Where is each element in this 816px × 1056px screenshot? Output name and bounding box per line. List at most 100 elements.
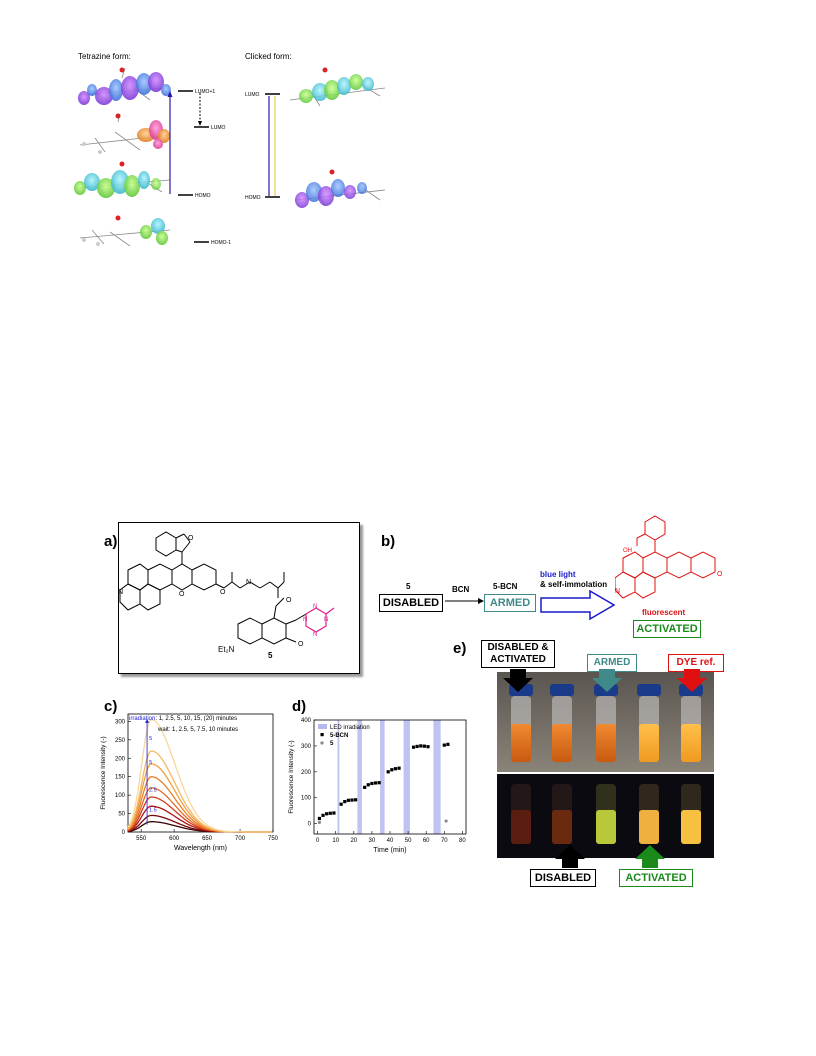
light-activation-arrow [540,590,616,620]
x-tick-label: 40 [387,838,394,844]
panel-b-letter: b) [381,533,396,550]
y-tick-label: 50 [118,812,125,818]
x-axis-label: Wavelength (nm) [174,845,227,852]
x-tick-label: 50 [405,838,412,844]
atom-o: O [220,589,226,596]
data-point-5-bcn [419,744,423,748]
fluorescent-label: fluorescent [642,608,686,617]
data-point-5-bcn [325,812,329,816]
y-tick-label: 300 [301,744,312,750]
data-point-5-bcn [321,813,325,817]
vial [637,684,661,762]
clicked-homo-orbital [294,169,386,208]
irradiation-legend: irradiation: 1, 2.5, 5, 10, 15, (20) min… [129,716,237,722]
label-disabled-photo: DISABLED [530,869,596,887]
arrow-step-label: 2.5 [149,787,157,793]
label-line-1: DISABLED & [487,642,549,653]
data-point-5-bcn [343,800,347,804]
tetrazine-n: N [313,604,317,610]
lumo-orbital [79,113,171,154]
emission-spectra-chart: 550 600 650 700 750 0 50 100 150 200 250 300 5 5 2.5 1.… [100,713,279,852]
data-point-5-bcn [332,811,336,815]
panel-a-structure-box [118,522,360,674]
x-tick-label: 60 [423,838,430,844]
atom-o: O [188,535,194,542]
plot-frame [127,713,274,833]
y-tick-label: 0 [308,822,312,828]
arrow-head [167,91,173,97]
data-point-5-bcn [393,767,398,771]
legend-label-5-bcn: 5-BCN [330,733,348,739]
disabled-badge: DISABLED [379,594,443,612]
vials-photo-uv [497,774,714,858]
data-point-5-bcn [370,781,374,786]
label-homo: HOMO [195,193,211,199]
blue-light-label: blue light [540,570,576,579]
y-tick-label: 250 [115,738,126,744]
x-tick-label: 600 [169,836,180,842]
atom-n: N [118,589,123,596]
data-point-5-bcn [373,781,378,785]
arrow-step-label: 1.5 [149,808,157,814]
label-lumo: LUMO [211,125,226,131]
legend-swatch-5-bcn [320,733,324,737]
data-point-5-bcn [411,745,416,749]
arrow-disabled [555,845,585,868]
label-homo-minus-1: HOMO-1 [211,240,231,246]
x-tick-label: 80 [459,838,466,844]
data-point-5-bcn [363,785,367,789]
data-point-5-bcn [346,798,350,802]
data-point-5-bcn [386,770,390,774]
y-axis-label: Fluorescence Intensity (-) [100,736,107,809]
activated-badge: ACTIVATED [633,620,701,638]
clicked-label-homo: HOMO [245,195,261,201]
clicked-lumo-orbital [289,67,386,107]
data-point-5-bcn [354,798,358,802]
tetrazine-n: N [303,617,307,623]
panel-c-letter: c) [104,698,118,715]
tetrazine-n: N [313,632,317,638]
x-tick-label: 650 [202,836,213,842]
x-tick-label: 0 [316,838,320,844]
vial-glow [639,784,659,844]
x-tick-label: 30 [369,838,376,844]
panel-d-letter: d) [292,698,307,715]
clicked-form-title: Clicked form: [245,52,292,61]
data-point-5-bcn [377,781,381,785]
dye-n: N [615,588,620,595]
label-lumo-plus-1: LUMO+1 [195,89,215,95]
data-point-5-bcn [339,802,343,806]
panel-e-letter: e) [453,640,467,657]
arrow-activated [635,845,665,868]
data-point-5-bcn [442,743,446,747]
data-point-5 [317,820,322,824]
x-tick-label: 700 [235,836,246,842]
irradiation-times: : 1, 2.5, 5, 10, 15, (20) minutes [155,716,238,722]
atom-n: N [246,579,251,586]
atom-o: O [298,641,304,648]
clicked-label-lumo: LUMO [245,92,260,98]
product-5-bcn: 5-BCN [493,582,518,591]
spectrum-series [127,718,273,833]
panel-a-letter: a) [104,533,118,550]
data-point-5 [444,819,448,823]
self-immolation-label: & self-immolation [540,580,608,589]
irradiation-band [337,720,340,834]
data-point-5-bcn [415,744,419,749]
tetrazine-form-title: Tetrazine form: [78,52,131,61]
irradiation-band [380,720,385,834]
label-disabled-activated: DISABLED & ACTIVATED [481,640,555,668]
irradiation-band [403,720,410,834]
compound-number: 5 [268,651,273,660]
arrow-step-label: 5 [149,760,152,766]
legend-label-5: 5 [330,741,334,747]
bcn-arrow [445,598,484,604]
irradiation-band [433,720,441,834]
arrow-step-label: 5 [149,736,152,742]
arrow-disabled-activated [503,669,533,692]
x-tick-label: 10 [332,838,339,844]
legend-swatch-led [318,724,327,729]
data-point-5-bcn [328,811,332,815]
irradiation-word: irradiation [129,716,156,722]
atom-o: O [179,591,185,598]
